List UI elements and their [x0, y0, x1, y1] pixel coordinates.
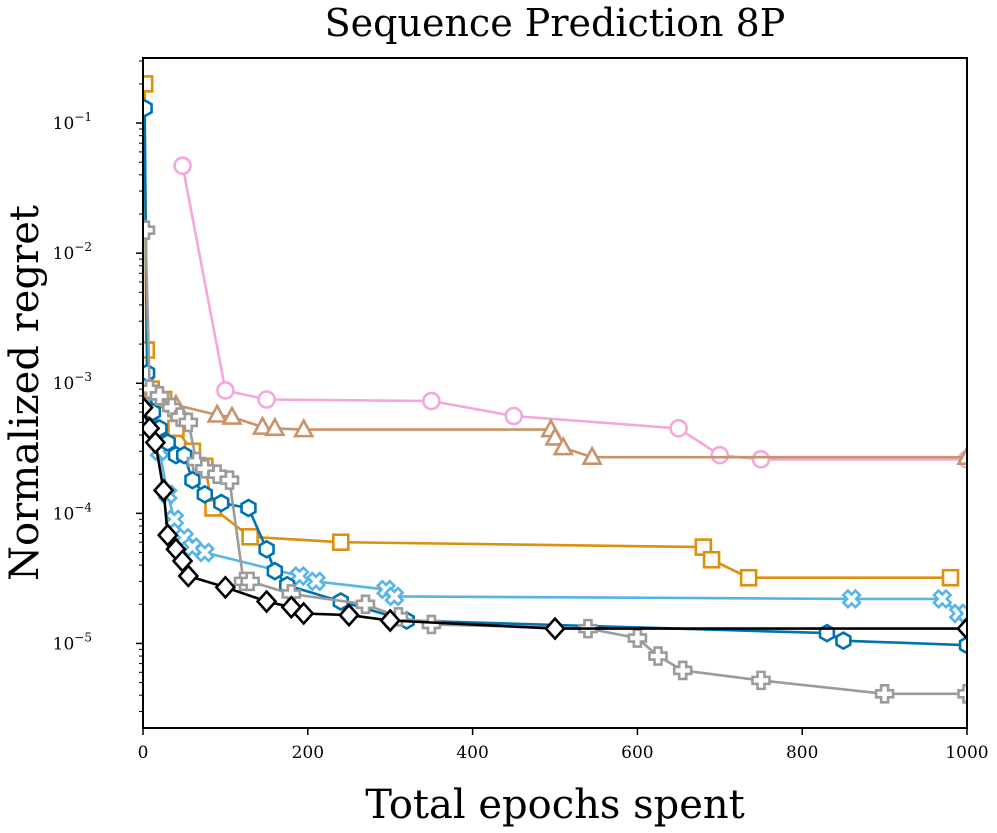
data-point-diamond [338, 603, 360, 628]
y-axis-label: Normalized regret [2, 205, 48, 581]
series-pink-circle [173, 156, 967, 469]
series-line [143, 382, 967, 615]
x-tick-label: 400 [456, 743, 488, 763]
data-point-triangle [264, 416, 286, 437]
y-tick-label: 10−5 [53, 630, 92, 654]
data-point-plus [178, 412, 199, 433]
x-tick-label: 0 [138, 743, 149, 763]
data-point-hexagon [196, 484, 214, 504]
series-dark-blue-hexagon [143, 98, 967, 655]
series-layer [143, 75, 967, 704]
data-point-triangle [292, 417, 315, 438]
data-point-hexagon [213, 493, 230, 513]
data-point-square [241, 528, 259, 546]
y-tick-label: 10−4 [53, 500, 93, 524]
data-point-plus [421, 614, 442, 635]
data-point-diamond [144, 430, 167, 455]
data-point-hexagon [266, 561, 284, 581]
data-point-plus [874, 684, 895, 704]
data-point-hexagon [958, 635, 967, 655]
x-tick-label: 1000 [945, 743, 988, 763]
data-point-square [941, 568, 960, 587]
x-axis: 0 200 400 600 800 1000 [138, 728, 989, 763]
data-point-triangle [552, 435, 574, 456]
data-point-plus [648, 646, 668, 666]
data-point-diamond [255, 589, 278, 614]
y-axis: 10−1 10−2 10−3 10−4 10−5 [53, 60, 143, 712]
data-point-diamond [143, 395, 154, 420]
data-point-square [739, 568, 758, 587]
series-line [181, 165, 967, 461]
x-tick-label: 200 [292, 743, 324, 763]
series-black-diamond [143, 395, 967, 641]
data-point-triangle [956, 445, 967, 466]
data-point-square [143, 75, 154, 93]
data-point-hexagon [258, 539, 275, 559]
data-point-diamond [956, 616, 967, 641]
x-axis-label: Total epochs spent [365, 782, 745, 828]
data-point-diamond [544, 616, 566, 641]
data-point-circle [669, 419, 688, 438]
series-line [143, 108, 967, 647]
data-point-hexagon [184, 470, 201, 490]
y-tick-exponent: −2 [74, 240, 92, 254]
y-tick-label: 10−3 [53, 370, 92, 394]
data-point-plus [240, 571, 260, 592]
data-point-triangle [251, 415, 274, 435]
data-point-diamond [156, 523, 179, 548]
data-point-circle [710, 445, 730, 465]
data-point-circle [751, 450, 771, 469]
y-tick-exponent: −1 [74, 110, 92, 124]
data-point-hexagon [835, 631, 852, 651]
data-point-diamond [177, 564, 200, 588]
data-point-plus [751, 670, 771, 691]
data-point-x [384, 586, 405, 607]
y-tick-label: 10−2 [53, 240, 92, 264]
y-tick-label: 10−1 [53, 110, 92, 134]
x-tick-label: 600 [621, 743, 653, 763]
data-point-hexagon [240, 498, 257, 518]
data-point-plus [672, 660, 693, 681]
chart-title: Sequence Prediction 8P [325, 1, 786, 45]
plot-frame [142, 57, 968, 729]
data-point-circle [257, 390, 276, 409]
data-point-diamond [214, 575, 237, 600]
data-point-circle [422, 391, 441, 411]
data-point-triangle [581, 445, 603, 466]
data-point-diamond [152, 478, 175, 503]
data-point-x [841, 588, 862, 610]
series-line [143, 83, 951, 579]
data-point-triangle [221, 405, 243, 425]
data-point-hexagon [143, 98, 153, 118]
data-point-plus [143, 220, 156, 241]
data-point-circle [504, 406, 524, 426]
x-tick-label: 800 [786, 743, 818, 763]
data-point-square [331, 533, 350, 552]
data-point-triangle [206, 403, 228, 423]
data-point-circle [216, 381, 235, 400]
series-gray-plus [143, 220, 967, 704]
data-point-square [702, 550, 721, 569]
data-point-diamond [292, 601, 315, 626]
data-point-x [932, 588, 953, 610]
data-point-plus [627, 628, 648, 648]
y-tick-exponent: −5 [74, 630, 92, 644]
data-point-plus [219, 470, 240, 490]
data-point-triangle [544, 426, 566, 446]
data-point-x [305, 571, 327, 592]
series-orange-square [143, 75, 960, 587]
y-tick-exponent: −3 [74, 370, 92, 384]
series-line [143, 407, 967, 630]
data-point-plus [957, 684, 967, 704]
series-light-blue-x [143, 373, 967, 624]
data-point-plus [355, 594, 376, 615]
y-tick-exponent: −4 [74, 500, 92, 514]
data-point-diamond [379, 608, 401, 633]
data-point-circle [173, 156, 192, 176]
data-point-x [194, 542, 215, 563]
